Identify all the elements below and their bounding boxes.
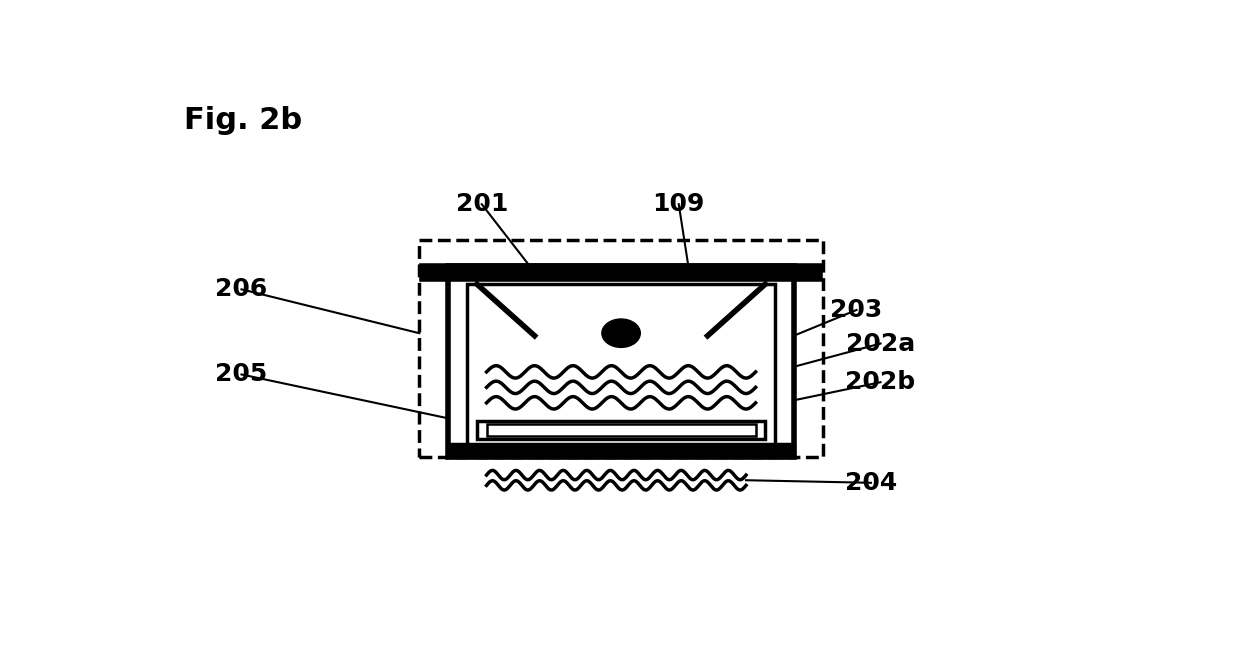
Text: 201: 201 [455,192,508,216]
Ellipse shape [601,319,640,347]
Bar [448,444,794,457]
Text: 203: 203 [831,298,883,322]
Text: Fig. 2b: Fig. 2b [184,106,303,135]
Bar [448,266,794,457]
Bar [419,241,823,457]
Text: 109: 109 [652,192,704,216]
Bar [477,421,765,439]
Text: 204: 204 [844,471,897,495]
Text: 202a: 202a [846,332,915,356]
Text: 202b: 202b [846,371,915,394]
Bar [422,266,820,279]
Text: 206: 206 [216,277,268,302]
Bar [467,284,775,444]
Bar [486,424,755,436]
Text: 205: 205 [216,362,268,387]
